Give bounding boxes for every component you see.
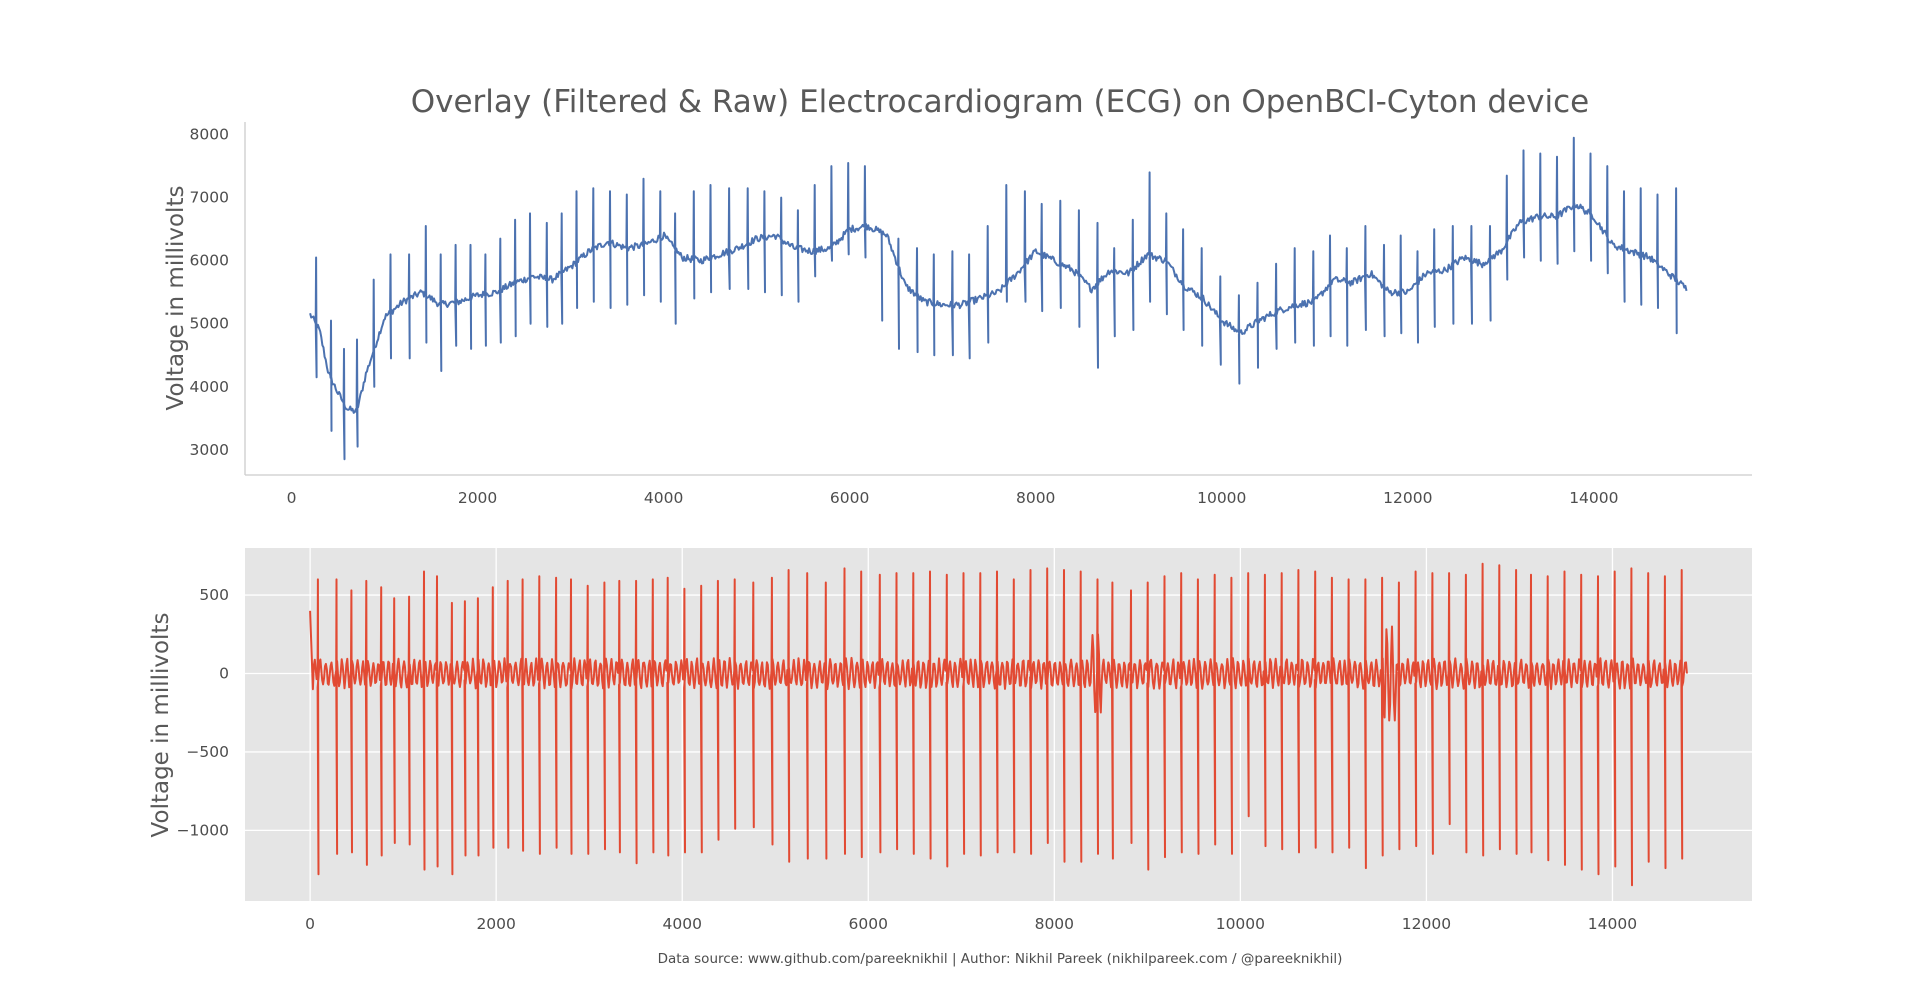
top-x-tick-label: 10000 [1197,489,1246,507]
top-x-tick-label: 12000 [1383,489,1432,507]
top-y-tick-label: 5000 [190,315,229,333]
chart-title: Overlay (Filtered & Raw) Electrocardiogr… [411,84,1590,120]
top-x-tick-label: 14000 [1569,489,1618,507]
top-y-tick-label: 7000 [190,189,229,207]
top-x-ticks: 0 2000 4000 6000 8000 10000 12000 14000 [287,489,1619,507]
bottom-y-tick-label: −500 [186,743,229,761]
top-chart-panel: 3000 4000 5000 6000 7000 8000 0 2000 4000 6000 80… [163,122,1752,507]
bottom-x-tick-label: 6000 [849,915,888,933]
top-y-axis-label: Voltage in millivolts [163,186,189,411]
top-x-tick-label: 6000 [830,489,869,507]
top-filtered-ecg-line [309,136,1688,461]
top-x-tick-label: 0 [287,489,297,507]
bottom-y-tick-label: 0 [219,665,229,683]
bottom-y-tick-label: 500 [199,586,229,604]
footer-credit: Data source: www.github.com/pareeknikhil… [658,951,1343,967]
top-x-tick-label: 8000 [1016,489,1055,507]
bottom-raw-ecg-line [309,562,1688,887]
top-x-tick-label: 4000 [644,489,683,507]
top-y-ticks: 3000 4000 5000 6000 7000 8000 [190,126,229,459]
bottom-x-tick-label: 4000 [662,915,701,933]
top-y-tick-label: 3000 [190,441,229,459]
bottom-x-ticks: 0 2000 4000 6000 8000 10000 12000 14000 [305,915,1637,933]
bottom-chart-panel: 500 0 −500 −1000 0 2000 4000 6000 8000 10000 1200… [148,548,1752,933]
bottom-x-tick-label: 2000 [476,915,515,933]
bottom-x-tick-label: 12000 [1402,915,1451,933]
top-y-tick-label: 6000 [190,252,229,270]
bottom-x-tick-label: 8000 [1035,915,1074,933]
bottom-y-axis-label: Voltage in millivolts [148,613,174,838]
bottom-x-tick-label: 10000 [1216,915,1265,933]
bottom-x-tick-label: 0 [305,915,315,933]
bottom-x-tick-label: 14000 [1588,915,1637,933]
top-y-tick-label: 8000 [190,126,229,144]
top-x-tick-label: 2000 [458,489,497,507]
top-plot-area [245,122,1752,475]
bottom-y-tick-label: −1000 [177,821,229,839]
top-y-tick-label: 4000 [190,378,229,396]
bottom-y-ticks: 500 0 −500 −1000 [177,586,229,839]
